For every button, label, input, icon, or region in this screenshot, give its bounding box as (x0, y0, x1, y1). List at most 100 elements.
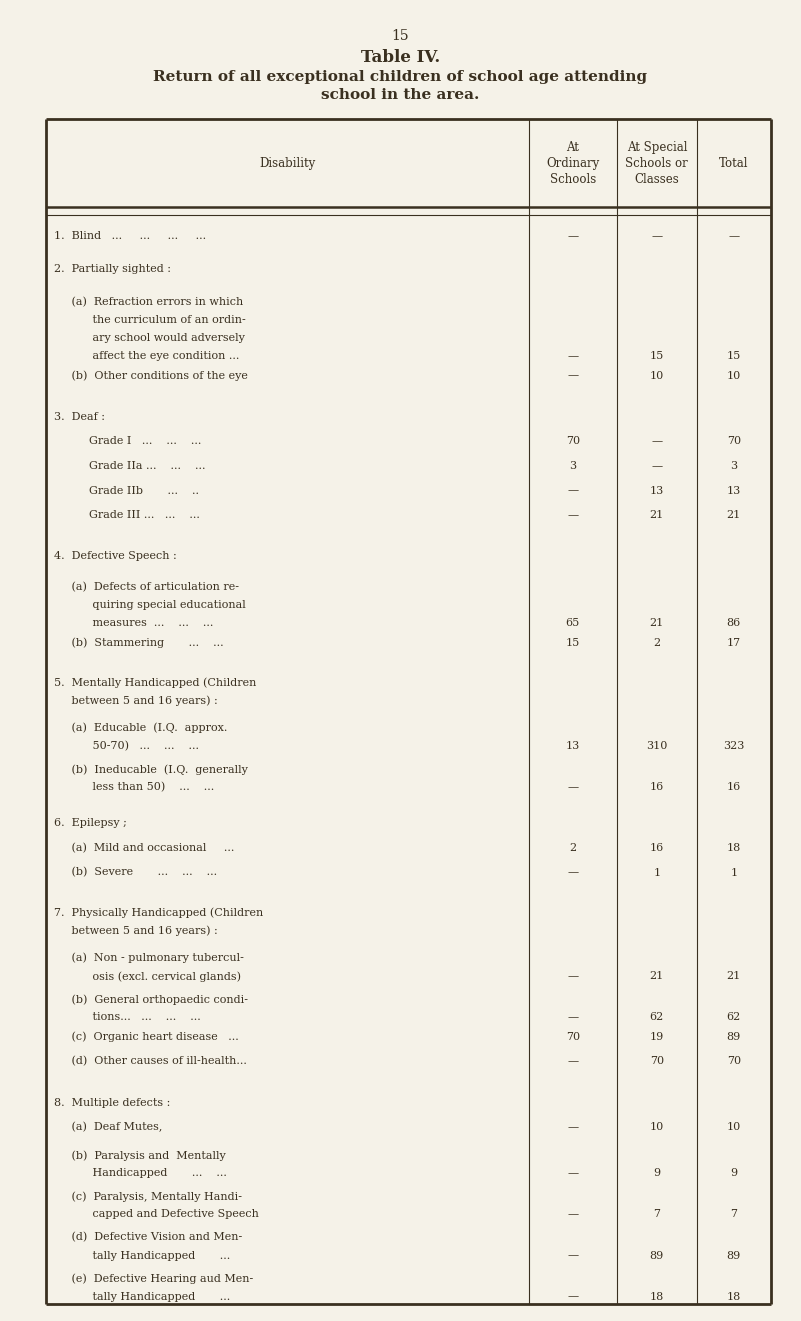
Text: 13: 13 (727, 486, 741, 495)
Text: —: — (567, 1057, 578, 1066)
Text: capped and Defective Speech: capped and Defective Speech (54, 1210, 260, 1219)
Text: —: — (567, 510, 578, 520)
Text: —: — (567, 1123, 578, 1132)
Text: At
Ordinary
Schools: At Ordinary Schools (546, 140, 599, 186)
Text: 13: 13 (566, 741, 580, 752)
Text: 16: 16 (650, 843, 664, 853)
Text: 10: 10 (727, 370, 741, 380)
Text: —: — (567, 231, 578, 240)
Text: Grade IIa ...    ...    ...: Grade IIa ... ... ... (54, 461, 206, 470)
Text: (d)  Other causes of ill-health...: (d) Other causes of ill-health... (54, 1057, 248, 1066)
Text: —: — (567, 1210, 578, 1219)
Text: 89: 89 (650, 1251, 664, 1260)
Text: 3: 3 (731, 461, 737, 470)
Text: —: — (651, 461, 662, 470)
Text: —: — (567, 370, 578, 380)
Text: (c)  Paralysis, Mentally Handi-: (c) Paralysis, Mentally Handi- (54, 1192, 243, 1202)
Text: 3.  Deaf :: 3. Deaf : (54, 412, 106, 421)
Text: 62: 62 (650, 1012, 664, 1022)
Text: 7.  Physically Handicapped (Children: 7. Physically Handicapped (Children (54, 908, 264, 918)
Text: (a)  Refraction errors in which: (a) Refraction errors in which (54, 297, 244, 306)
Text: 16: 16 (727, 782, 741, 793)
Text: —: — (567, 486, 578, 495)
Text: 13: 13 (650, 486, 664, 495)
Text: 21: 21 (727, 510, 741, 520)
Text: 9: 9 (654, 1168, 660, 1178)
Text: At Special
Schools or
Classes: At Special Schools or Classes (626, 140, 688, 186)
Text: (b)  General orthopaedic condi-: (b) General orthopaedic condi- (54, 993, 248, 1004)
Text: affect the eye condition ...: affect the eye condition ... (54, 351, 239, 361)
Text: 15: 15 (392, 29, 409, 44)
Text: Grade I   ...    ...    ...: Grade I ... ... ... (54, 436, 202, 446)
Text: less than 50)    ...    ...: less than 50) ... ... (54, 782, 215, 793)
Text: (b)  Paralysis and  Mentally: (b) Paralysis and Mentally (54, 1151, 226, 1161)
Text: —: — (651, 231, 662, 240)
Text: (a)  Deaf Mutes,: (a) Deaf Mutes, (54, 1122, 163, 1132)
Text: 18: 18 (727, 1292, 741, 1301)
Text: Grade III ...   ...    ...: Grade III ... ... ... (54, 510, 200, 520)
Text: Total: Total (719, 157, 748, 169)
Text: Disability: Disability (260, 157, 316, 169)
Text: (c)  Organic heart disease   ...: (c) Organic heart disease ... (54, 1032, 239, 1042)
Text: 15: 15 (566, 638, 580, 647)
Text: 2: 2 (570, 843, 576, 853)
Text: measures  ...    ...    ...: measures ... ... ... (54, 618, 214, 627)
Text: between 5 and 16 years) :: between 5 and 16 years) : (54, 926, 218, 937)
Text: (b)  Other conditions of the eye: (b) Other conditions of the eye (54, 370, 248, 380)
Text: 2.  Partially sighted :: 2. Partially sighted : (54, 264, 171, 273)
Text: —: — (567, 1292, 578, 1301)
Text: —: — (728, 231, 739, 240)
Text: —: — (567, 868, 578, 877)
Text: (e)  Defective Hearing aud Men-: (e) Defective Hearing aud Men- (54, 1273, 254, 1284)
Text: 65: 65 (566, 618, 580, 627)
Text: Return of all exceptional children of school age attending
school in the area.: Return of all exceptional children of sc… (154, 70, 647, 103)
Text: 310: 310 (646, 741, 667, 752)
Text: 70: 70 (566, 436, 580, 446)
Text: (d)  Defective Vision and Men-: (d) Defective Vision and Men- (54, 1232, 243, 1243)
Text: 70: 70 (727, 436, 741, 446)
Text: 3: 3 (570, 461, 576, 470)
Text: 89: 89 (727, 1032, 741, 1042)
Text: (b)  Stammering       ...    ...: (b) Stammering ... ... (54, 637, 224, 647)
Text: 1: 1 (731, 868, 737, 877)
Text: 323: 323 (723, 741, 744, 752)
Text: —: — (567, 782, 578, 793)
Text: 70: 70 (566, 1032, 580, 1042)
Text: 10: 10 (650, 1123, 664, 1132)
Text: 15: 15 (727, 351, 741, 361)
Text: tally Handicapped       ...: tally Handicapped ... (54, 1251, 231, 1260)
Text: 1.  Blind   ...     ...     ...     ...: 1. Blind ... ... ... ... (54, 231, 207, 240)
Text: 16: 16 (650, 782, 664, 793)
Text: quiring special educational: quiring special educational (54, 600, 246, 610)
Text: 21: 21 (650, 618, 664, 627)
Text: 86: 86 (727, 618, 741, 627)
Text: 21: 21 (650, 971, 664, 982)
Text: —: — (651, 436, 662, 446)
Text: (a)  Mild and occasional     ...: (a) Mild and occasional ... (54, 843, 235, 853)
Text: 62: 62 (727, 1012, 741, 1022)
Text: Handicapped       ...    ...: Handicapped ... ... (54, 1168, 227, 1178)
Text: 18: 18 (727, 843, 741, 853)
Text: 7: 7 (731, 1210, 737, 1219)
Text: the curriculum of an ordin-: the curriculum of an ordin- (54, 314, 246, 325)
Text: tally Handicapped       ...: tally Handicapped ... (54, 1292, 231, 1301)
Text: 17: 17 (727, 638, 741, 647)
Text: ary school would adversely: ary school would adversely (54, 333, 245, 343)
Text: —: — (567, 1251, 578, 1260)
Text: Table IV.: Table IV. (361, 49, 440, 66)
Text: tions...   ...    ...    ...: tions... ... ... ... (54, 1012, 201, 1022)
Text: Grade IIb       ...    ..: Grade IIb ... .. (54, 486, 199, 495)
Text: (a)  Non - pulmonary tubercul-: (a) Non - pulmonary tubercul- (54, 952, 244, 963)
Text: 4.  Defective Speech :: 4. Defective Speech : (54, 551, 177, 561)
Text: 5.  Mentally Handicapped (Children: 5. Mentally Handicapped (Children (54, 678, 257, 688)
Text: 18: 18 (650, 1292, 664, 1301)
Text: 10: 10 (650, 370, 664, 380)
Text: 15: 15 (650, 351, 664, 361)
Text: 6.  Epilepsy ;: 6. Epilepsy ; (54, 818, 127, 828)
Text: (b)  Ineducable  (I.Q.  generally: (b) Ineducable (I.Q. generally (54, 764, 248, 774)
Text: 1: 1 (654, 868, 660, 877)
Text: 21: 21 (650, 510, 664, 520)
Text: 7: 7 (654, 1210, 660, 1219)
Text: 21: 21 (727, 971, 741, 982)
Text: 19: 19 (650, 1032, 664, 1042)
